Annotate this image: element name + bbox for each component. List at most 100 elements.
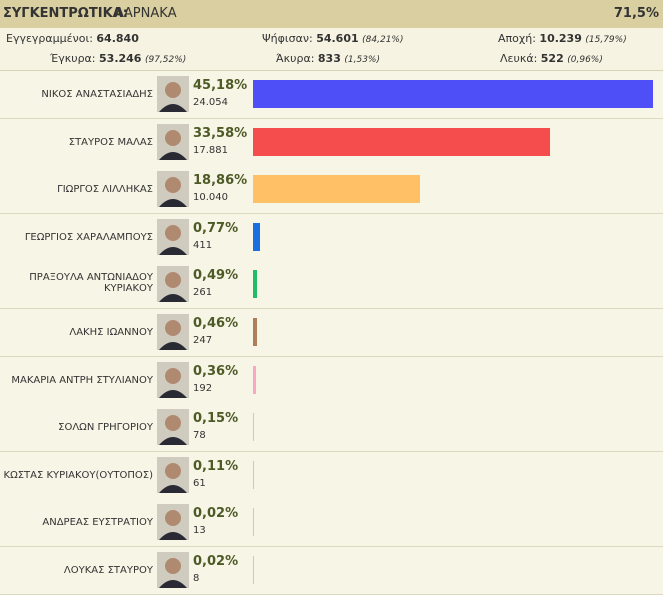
summary-label: Εγγεγραμμένοι: [6,32,93,45]
candidate-row: ΓΕΩΡΓΙΟΣ ΧΑΡΑΛΑΜΠΟΥΣ 0,77% 411 [0,213,663,262]
candidate-percent: 0,77% [193,220,239,236]
photo-art [157,76,189,112]
photo-art [157,409,189,446]
candidate-photo [157,361,189,398]
summary-value: 54.601 [316,32,359,45]
candidate-percent: 0,02% [193,506,239,522]
candidate-photo [157,552,189,588]
candidate-name: ΑΝΔΡΕΑΣ ΕΥΣΤΡΑΤΙΟΥ [42,517,153,529]
candidate-votes: 61 [193,477,206,489]
vote-bar [253,222,260,251]
candidate-photo [157,76,189,112]
candidate-percent: 0,15% [193,411,239,427]
candidate-votes: 247 [193,335,213,346]
summary-item: Άκυρα: 833 (1,53%) [276,52,380,65]
vote-bar [253,556,254,584]
candidate-row: ΚΩΣΤΑΣ ΚΥΡΙΑΚΟΥ(ΟΥΤΟΠΟΣ) 0,11% 61 [0,451,663,500]
summary-label: Αποχή: [498,32,536,45]
candidate-percent: 0,02% [193,554,239,569]
header: ΣΥΓΚΕΝΤΡΩΤΙΚΑ: ΛΑΡΝΑΚΑ 71,5% [0,0,663,28]
candidate-percent: 33,58% [193,125,248,141]
vote-bar [253,318,258,346]
candidate-votes: 192 [193,382,213,394]
candidate-row: ΠΡΑΞΟΥΛΑ ΑΝΤΩΝΙΑΔΟΥ ΚΥΡΙΑΚΟΥ 0,49% 261 [0,261,663,310]
candidate-row: ΣΤΑΥΡΟΣ ΜΑΛΑΣ 33,58% 17.881 [0,118,663,167]
candidate-row: ΛΟΥΚΑΣ ΣΤΑΥΡΟΥ 0,02% 8 [0,547,663,595]
candidate-row: ΣΟΛΩΝ ΓΡΗΓΟΡΙΟΥ 0,15% 78 [0,404,663,453]
summary-value: 522 [540,52,564,65]
candidate-row: ΜΑΚΑΡΙΑ ΑΝΤΡΗ ΣΤΥΛΙΑΝΟΥ 0,36% 192 [0,356,663,405]
candidate-row: ΛΑΚΗΣ ΙΩΑΝΝΟΥ 0,46% 247 [0,309,663,357]
summary-note: (15,79%) [585,35,627,45]
summary-item: Εγγεγραμμένοι: 64.840 [6,32,139,45]
candidate-votes: 78 [193,430,206,442]
candidate-percent: 0,46% [193,316,239,331]
header-title: ΣΥΓΚΕΝΤΡΩΤΙΚΑ: [3,6,128,21]
candidate-name: ΜΑΚΑΡΙΑ ΑΝΤΡΗ ΣΤΥΛΙΑΝΟΥ [11,374,153,386]
summary-label: Άκυρα: [276,52,315,65]
candidate-name: ΠΡΑΞΟΥΛΑ ΑΝΤΩΝΙΑΔΟΥ ΚΥΡΙΑΚΟΥ [29,272,153,295]
summary-item: Ψήφισαν: 54.601 (84,21%) [262,32,403,45]
summary-note: (1,53%) [344,55,380,65]
candidate-name: ΓΙΩΡΓΟΣ ΛΙΛΛΗΚΑΣ [57,184,153,196]
candidate-votes: 17.881 [193,144,228,156]
vote-bar [253,365,257,394]
summary-value: 10.239 [539,32,582,45]
summary-value: 833 [317,52,341,65]
photo-art [157,123,189,160]
photo-art [157,218,189,255]
candidate-photo [157,266,189,303]
vote-bar [253,413,255,442]
candidate-name: ΣΤΑΥΡΟΣ ΜΑΛΑΣ [68,136,153,148]
candidate-name: ΛΟΥΚΑΣ ΣΤΑΥΡΟΥ [63,565,153,576]
summary-value: 53.246 [99,52,142,65]
vote-bar [253,175,420,204]
candidate-photo [157,409,189,446]
summary-label: Ψήφισαν: [262,32,313,45]
candidate-photo [157,456,189,493]
candidate-percent: 0,49% [193,268,239,284]
summary-note: (84,21%) [362,35,404,45]
candidate-votes: 24.054 [193,97,228,108]
summary-value: 64.840 [96,32,139,45]
candidate-votes: 411 [193,239,213,251]
counted: 71,5% [613,6,659,21]
candidate-percent: 45,18% [193,78,248,93]
photo-art [157,314,189,350]
candidate-name: ΣΟΛΩΝ ΓΡΗΓΟΡΙΟΥ [58,422,153,434]
summary-note: (97,52%) [144,55,187,65]
candidate-votes: 8 [193,573,200,584]
candidate-votes: 13 [193,525,206,537]
photo-art [157,361,189,398]
summary-note: (0,96%) [567,55,603,65]
candidate-row: ΑΝΔΡΕΑΣ ΕΥΣΤΡΑΤΙΟΥ 0,02% 13 [0,499,663,548]
candidate-percent: 18,86% [193,173,248,189]
candidate-name: ΝΙΚΟΣ ΑΝΑΣΤΑΣΙΑΔΗΣ [41,89,153,100]
vote-bar [253,270,258,299]
vote-bar [253,460,254,489]
candidate-photo [157,314,189,350]
summary-label: Λευκά: [500,52,538,65]
candidate-votes: 10.040 [193,192,228,204]
summary-item: Λευκά: 522 (0,96%) [500,52,603,65]
candidate-percent: 0,36% [193,363,239,379]
candidate-name: ΚΩΣΤΑΣ ΚΥΡΙΑΚΟΥ(ΟΥΤΟΠΟΣ) [3,469,153,481]
candidate-photo [157,123,189,160]
district: ΛΑΡΝΑΚΑ [115,6,177,21]
vote-bar [253,508,254,537]
summary-item: Αποχή: 10.239 (15,79%) [498,32,627,45]
summary-item: Έγκυρα: 53.246 (97,52%) [50,52,186,65]
candidate-percent: 0,11% [193,458,239,474]
photo-art [157,504,189,541]
photo-art [157,456,189,493]
candidate-name: ΛΑΚΗΣ ΙΩΑΝΝΟΥ [69,327,153,338]
candidate-photo [157,218,189,255]
summary: Εγγεγραμμένοι: 64.840 Ψήφισαν: 54.601 (84… [0,28,663,71]
vote-bar [253,80,653,108]
photo-art [157,552,189,588]
candidate-photo [157,504,189,541]
candidate-name: ΓΕΩΡΓΙΟΣ ΧΑΡΑΛΑΜΠΟΥΣ [24,231,153,243]
candidate-votes: 261 [193,287,213,299]
candidate-photo [157,171,189,208]
